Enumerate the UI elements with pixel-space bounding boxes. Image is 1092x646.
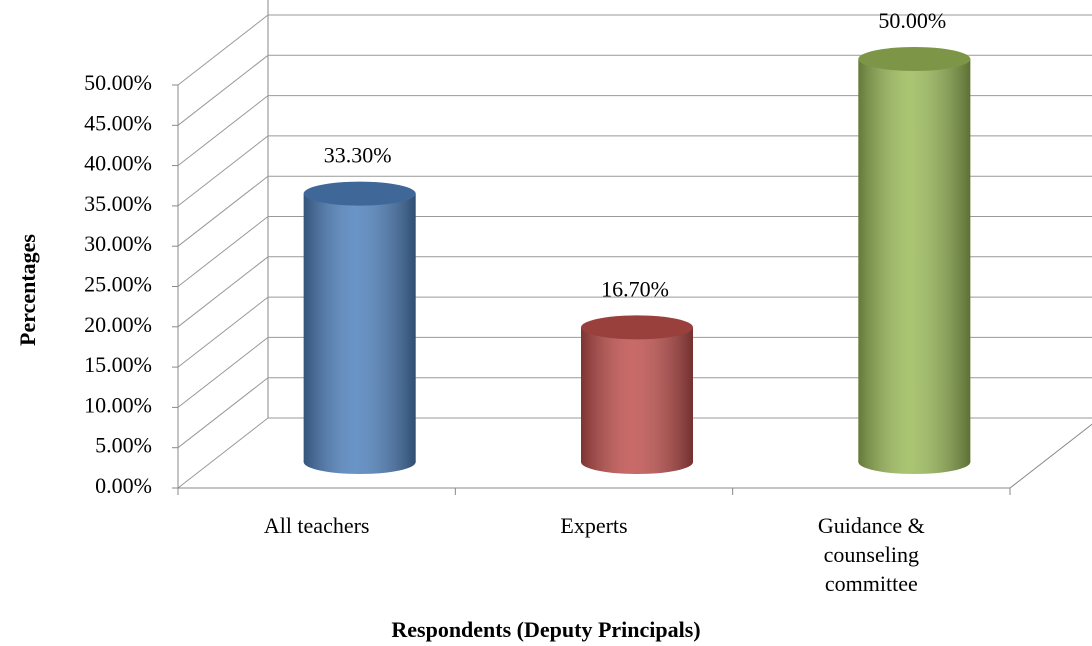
y-tick-label: 0.00% — [95, 473, 152, 498]
y-tick-label: 40.00% — [84, 151, 152, 176]
bar-top-shade — [858, 47, 971, 71]
bar-top — [303, 181, 416, 206]
grid-line — [177, 216, 1092, 287]
grid-line — [177, 336, 1092, 408]
bar-top — [858, 47, 971, 71]
floor-edge — [1009, 423, 1092, 489]
y-tick-label: 25.00% — [84, 272, 152, 297]
y-tick-label: 5.00% — [95, 433, 152, 458]
y-tick-label: 15.00% — [84, 352, 152, 377]
grid-line — [177, 377, 1092, 449]
y-tick-label: 30.00% — [84, 231, 152, 256]
value-label: 50.00% — [878, 8, 946, 33]
value-label: 33.30% — [324, 143, 392, 168]
grid-line — [177, 135, 1092, 207]
value-label: 16.70% — [601, 276, 669, 301]
grid-line — [177, 95, 1092, 166]
y-axis-label: Percentages — [15, 234, 40, 346]
grid-line — [177, 417, 1092, 489]
grid-line — [177, 175, 1092, 247]
grid-line — [177, 296, 1092, 368]
x-axis-label: Respondents (Deputy Principals) — [391, 617, 700, 642]
y-tick-label: 50.00% — [84, 70, 152, 95]
x-tick-label: Guidance & counseling committee — [817, 513, 925, 596]
grid-line — [177, 256, 1092, 328]
bar-top-shade — [581, 315, 693, 340]
x-tick-label: All teachers — [263, 513, 370, 538]
grid-line — [177, 54, 1092, 126]
y-tick-label: 45.00% — [84, 110, 152, 135]
bar-shade — [581, 327, 693, 462]
y-tick-label: 35.00% — [84, 191, 152, 216]
grid-line — [177, 14, 1092, 86]
y-tick-label: 10.00% — [84, 392, 152, 417]
y-tick-label: 20.00% — [84, 312, 152, 337]
x-tick-label: Experts — [560, 513, 628, 538]
bar-top-shade — [303, 181, 416, 206]
bar-shade — [303, 193, 416, 463]
bar-shade — [858, 59, 971, 462]
bar-top — [581, 315, 693, 340]
